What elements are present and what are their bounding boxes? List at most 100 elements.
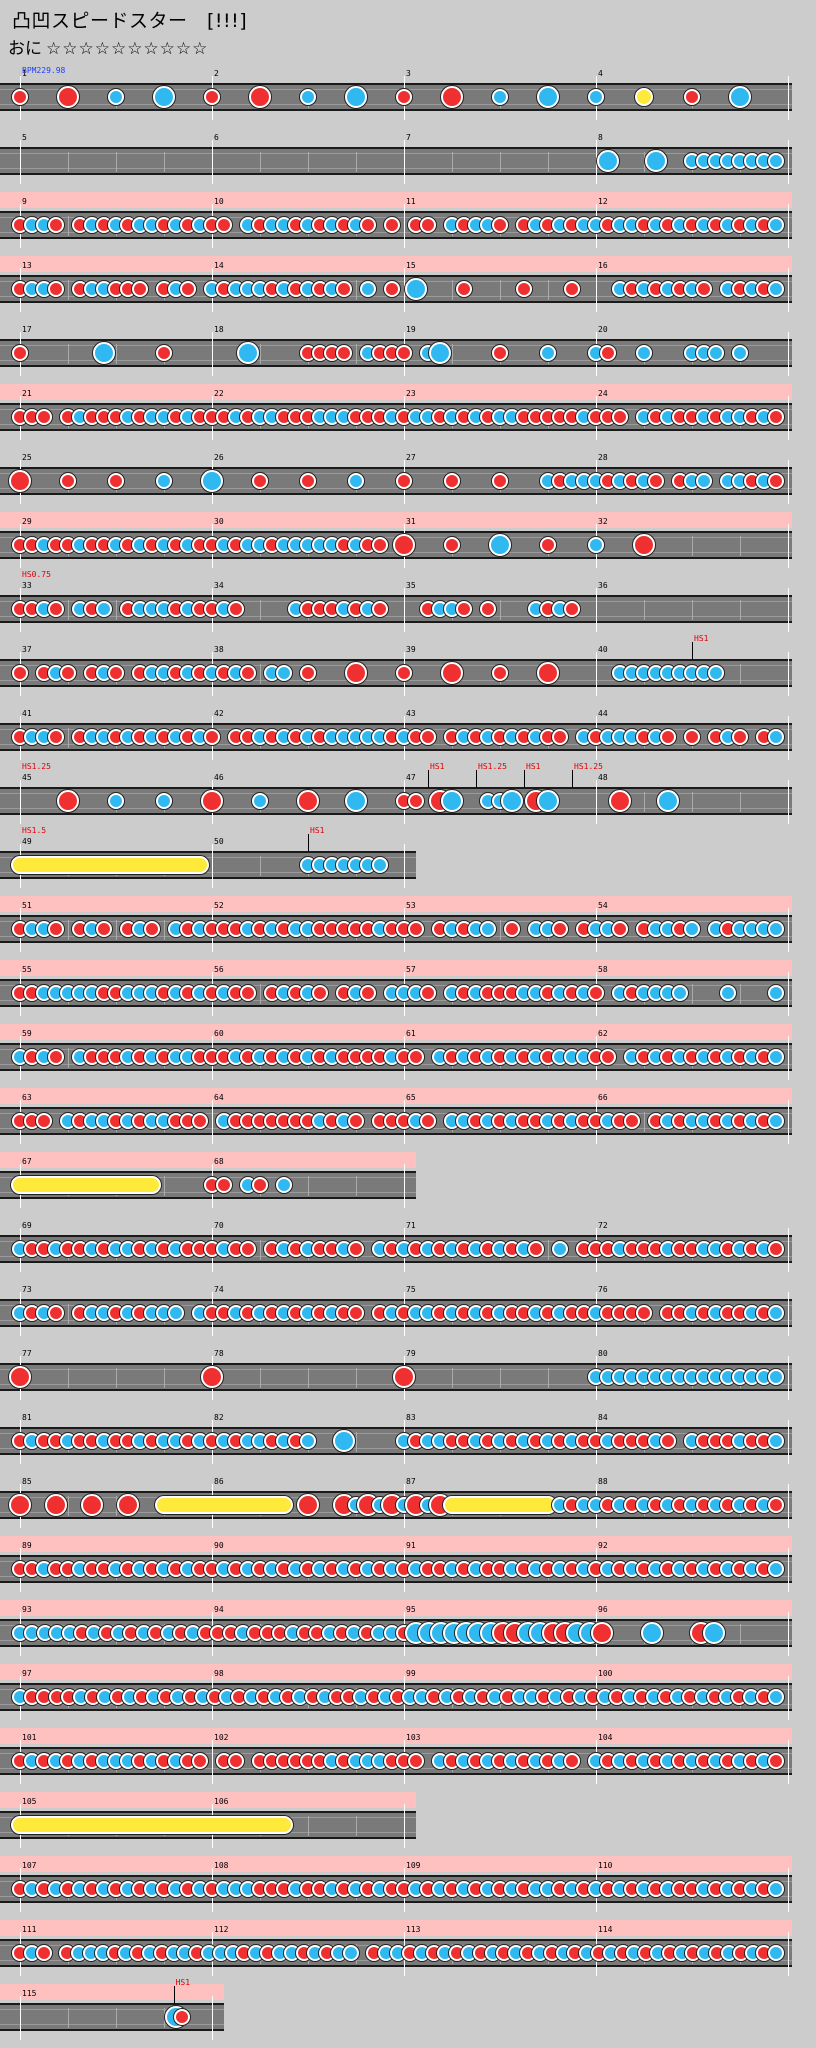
ka-big-note (501, 790, 523, 812)
don-note (456, 281, 472, 297)
bar-number: 6 (214, 133, 219, 142)
hs-marker (524, 770, 525, 788)
beat-line (260, 1368, 261, 1388)
don-note (624, 1113, 640, 1129)
hs-annotation: HS1.25 (574, 762, 603, 771)
don-note (360, 217, 376, 233)
don-note (48, 601, 64, 617)
measure-row: 107 108 109 110 (0, 1856, 792, 1920)
don-note (684, 729, 700, 745)
bar-number: 45 (22, 773, 32, 782)
bar-number: 57 (406, 965, 416, 974)
measure-row: 21 22 23 24 (0, 384, 792, 448)
beat-line (452, 280, 453, 300)
ka-note (360, 281, 376, 297)
bar-line (788, 140, 789, 184)
bar-line (404, 204, 405, 248)
drumroll-note (155, 1496, 293, 1514)
beat-line (308, 1176, 309, 1196)
bar-number: 74 (214, 1285, 224, 1294)
don-note (216, 1177, 232, 1193)
don-note (336, 281, 352, 297)
ka-big-note (657, 790, 679, 812)
measure-row: 69 70 71 72 (0, 1216, 792, 1280)
measure-row: 115 HS1 (0, 1978, 224, 2048)
bar-number: 48 (598, 773, 608, 782)
don-big-note (249, 86, 271, 108)
measure-row: 111 112 113 114 (0, 1920, 792, 1984)
bar-number: 96 (598, 1605, 608, 1614)
beat-line (260, 856, 261, 876)
beat-line (740, 664, 741, 684)
bar-line (788, 1484, 789, 1528)
ka-note (767, 1689, 784, 1705)
bar-number: 5 (22, 133, 27, 142)
beat-line (644, 792, 645, 812)
bar-number: 69 (22, 1221, 32, 1230)
don-note (408, 793, 424, 809)
bar-number: 63 (22, 1093, 32, 1102)
beat-line (260, 1240, 261, 1260)
beat-line (260, 984, 261, 1004)
measure-row: 49 50 HS1.5 HS1 (0, 826, 416, 896)
ka-note (732, 345, 748, 361)
beat-line (548, 280, 549, 300)
measure-row: 41 42 43 44 (0, 704, 792, 768)
gogo-band (0, 1088, 792, 1104)
hs-annotation: HS1.5 (22, 826, 47, 835)
measure-row: 89 90 91 92 (0, 1536, 792, 1600)
ka-note (768, 217, 784, 233)
bar-line (212, 140, 213, 184)
measure-row: 5 6 7 8 (0, 128, 792, 192)
drumroll-note (635, 88, 653, 106)
bar-number: 105 (22, 1797, 37, 1806)
bar-number: 109 (406, 1861, 421, 1870)
ka-note (768, 1369, 784, 1385)
bar-number: 15 (406, 261, 416, 270)
ka-note (708, 345, 724, 361)
ka-note (768, 1881, 784, 1897)
ka-note (588, 537, 604, 553)
bar-number: 83 (406, 1413, 416, 1422)
beat-line (548, 1240, 549, 1260)
bar-number: 1 (22, 69, 27, 78)
bar-line (788, 1100, 789, 1144)
ka-note (768, 1433, 784, 1449)
chart-header: 凸凹スピードスター [!!!] おに ☆☆☆☆☆☆☆☆☆☆ (0, 0, 816, 64)
bar-number: 73 (22, 1285, 32, 1294)
bar-number: 22 (214, 389, 224, 398)
bar-number: 81 (22, 1413, 32, 1422)
bar-number: 58 (598, 965, 608, 974)
don-note (336, 345, 352, 361)
ka-note (342, 1945, 359, 1961)
ka-note (348, 473, 364, 489)
bar-number: 62 (598, 1029, 608, 1038)
measure-row: 45 46 47 48 HS1.25 HS1 HS1.25 HS1 HS1.25 (0, 762, 792, 832)
hs-marker (173, 1986, 175, 2004)
beat-line (500, 280, 501, 300)
don-note (192, 1113, 208, 1129)
note-lane (0, 2003, 224, 2031)
don-note (348, 1113, 364, 1129)
bar-number: 38 (214, 645, 224, 654)
beat-line (356, 1816, 357, 1836)
bar-number: 88 (598, 1477, 608, 1486)
hs-annotation: HS1 (430, 762, 445, 771)
gogo-band (0, 384, 792, 400)
bar-number: 25 (22, 453, 32, 462)
beat-line (692, 984, 693, 1004)
don-note (684, 89, 700, 105)
bar-number: 94 (214, 1605, 224, 1614)
bar-number: 102 (214, 1733, 229, 1742)
beat-line (308, 1816, 309, 1836)
bar-number: 104 (598, 1733, 613, 1742)
don-note (300, 473, 316, 489)
bar-number: 33 (22, 581, 32, 590)
don-note (564, 281, 580, 297)
bar-line (788, 1612, 789, 1656)
beat-line (500, 920, 501, 940)
beat-line (356, 344, 357, 364)
bar-line (212, 332, 213, 376)
don-note (600, 345, 616, 361)
